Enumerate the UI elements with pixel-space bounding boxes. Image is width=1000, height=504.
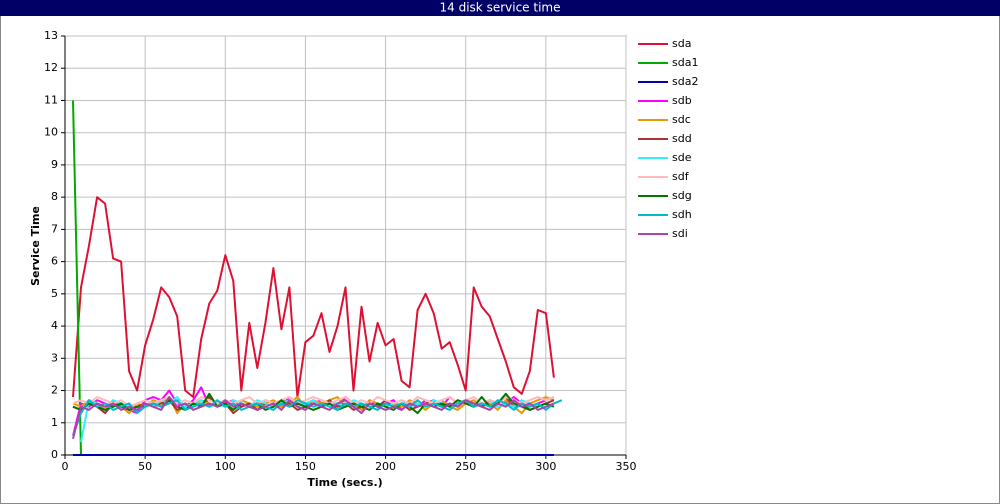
y-tick-label: 2: [51, 384, 58, 397]
series-line: [72, 396, 555, 440]
y-axis-label: Service Time: [29, 206, 42, 286]
x-axis-label: Time (secs.): [307, 476, 382, 489]
legend-label: sde: [672, 151, 692, 164]
y-tick-label: 11: [44, 93, 58, 106]
title-bar: [0, 0, 1000, 16]
legend-label: sda1: [672, 56, 698, 69]
x-tick-label: 0: [62, 460, 69, 473]
legend-label: sdc: [672, 113, 691, 126]
x-tick-label: 150: [295, 460, 316, 473]
legend-label: sdf: [672, 170, 690, 183]
x-tick-label: 250: [455, 460, 476, 473]
legend-label: sdh: [672, 208, 692, 221]
y-tick-label: 6: [51, 255, 58, 268]
legend-label: sdi: [672, 227, 688, 240]
y-tick-label: 10: [44, 126, 58, 139]
x-tick-label: 350: [616, 460, 637, 473]
chart-title: 14 disk service time: [440, 1, 561, 15]
y-tick-label: 9: [51, 158, 58, 171]
legend-label: sdg: [672, 189, 692, 202]
legend-label: sdb: [672, 94, 692, 107]
y-tick-label: 12: [44, 61, 58, 74]
y-tick-label: 7: [51, 222, 58, 235]
y-tick-label: 4: [51, 319, 58, 332]
legend-label: sda2: [672, 75, 698, 88]
y-tick-label: 5: [51, 287, 58, 300]
y-tick-label: 1: [51, 416, 58, 429]
y-tick-label: 8: [51, 190, 58, 203]
legend-label: sda: [672, 37, 691, 50]
x-tick-label: 50: [138, 460, 152, 473]
x-tick-label: 200: [375, 460, 396, 473]
plot-area: [64, 35, 627, 456]
legend-label: sdd: [672, 132, 692, 145]
y-tick-label: 3: [51, 351, 58, 364]
x-tick-label: 100: [215, 460, 236, 473]
y-tick-label: 13: [44, 29, 58, 42]
x-tick-label: 300: [535, 460, 556, 473]
y-tick-label: 0: [51, 448, 58, 461]
series-line: [72, 196, 555, 398]
